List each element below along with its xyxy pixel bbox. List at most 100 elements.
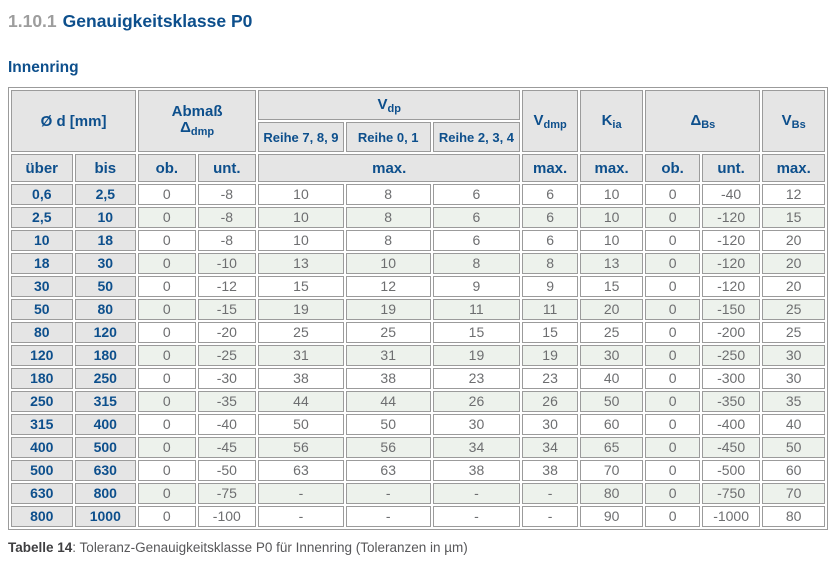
value-cell: 8	[345, 184, 431, 205]
caption-label: Tabelle 14	[8, 540, 73, 555]
diameter-cell: 10	[11, 230, 73, 251]
value-cell: 80	[762, 506, 825, 527]
value-cell: 0	[138, 391, 196, 412]
diameter-cell: 30	[74, 253, 137, 274]
caption-text: : Toleranz-Genauigkeitsklasse P0 für Inn…	[72, 540, 468, 555]
header-dbs-unt: unt.	[701, 154, 761, 182]
value-cell: -250	[701, 345, 761, 366]
diameter-cell: 500	[11, 460, 73, 481]
value-cell: 38	[345, 368, 431, 389]
value-cell: -25	[197, 345, 257, 366]
value-cell: 0	[138, 207, 196, 228]
diameter-cell: 500	[74, 437, 137, 458]
value-cell: 25	[579, 322, 644, 343]
diameter-cell: 120	[11, 345, 73, 366]
table-row: 120 180 0 -25 31 31 19 19 30 0 -250 30	[11, 345, 825, 366]
value-cell: 34	[432, 437, 521, 458]
value-cell: 0	[645, 184, 700, 205]
page-title: 1.10.1 Genauigkeitsklasse P0	[8, 10, 828, 32]
table-row: 500 630 0 -50 63 63 38 38 70 0 -500 60	[11, 460, 825, 481]
value-cell: 50	[762, 437, 825, 458]
diameter-cell: 250	[11, 391, 73, 412]
value-cell: 0	[138, 460, 196, 481]
value-cell: -	[522, 483, 578, 504]
value-cell: -120	[701, 253, 761, 274]
table-row: 18 30 0 -10 13 10 8 8 13 0 -120 20	[11, 253, 825, 274]
value-cell: -8	[197, 230, 257, 251]
diameter-cell: 180	[74, 345, 137, 366]
value-cell: 0	[138, 368, 196, 389]
header-delta-bs: ΔBs	[645, 90, 761, 152]
diameter-cell: 50	[74, 276, 137, 297]
table-row: 800 1000 0 -100- - - -90 0 -1000 80	[11, 506, 825, 527]
diameter-cell: 630	[11, 483, 73, 504]
diameter-cell: 50	[11, 299, 73, 320]
value-cell: -75	[197, 483, 257, 504]
diameter-cell: 400	[74, 414, 137, 435]
table-row: 30 50 0 -12 15 12 9 9 15 0 -120 20	[11, 276, 825, 297]
value-cell: 9	[432, 276, 521, 297]
table-row: 180 250 0 -30 38 38 23 23 40 0 -300 30	[11, 368, 825, 389]
value-cell: 15	[522, 322, 578, 343]
value-cell: 6	[522, 207, 578, 228]
header-vbs: VBs	[762, 90, 825, 152]
value-cell: 0	[645, 299, 700, 320]
value-cell: 11	[522, 299, 578, 320]
table-row: 0,6 2,5 0 -8 10 8 6 6 10 0 -40 12	[11, 184, 825, 205]
diameter-cell: 315	[11, 414, 73, 435]
diameter-cell: 120	[74, 322, 137, 343]
value-cell: 25	[762, 299, 825, 320]
value-cell: 70	[579, 460, 644, 481]
header-ueber: über	[11, 154, 73, 182]
value-cell: 65	[579, 437, 644, 458]
value-cell: -120	[701, 230, 761, 251]
value-cell: 50	[258, 414, 344, 435]
value-cell: 10	[579, 230, 644, 251]
value-cell: 38	[258, 368, 344, 389]
value-cell: 20	[762, 276, 825, 297]
diameter-cell: 630	[74, 460, 137, 481]
diameter-cell: 80	[74, 299, 137, 320]
diameter-cell: 18	[11, 253, 73, 274]
value-cell: -10	[197, 253, 257, 274]
value-cell: 30	[579, 345, 644, 366]
value-cell: -	[345, 483, 431, 504]
value-cell: -	[432, 506, 521, 527]
value-cell: 30	[522, 414, 578, 435]
value-cell: -150	[701, 299, 761, 320]
value-cell: 13	[258, 253, 344, 274]
table-row: 315 400 0 -40 50 50 30 30 60 0 -400 40	[11, 414, 825, 435]
value-cell: -750	[701, 483, 761, 504]
value-cell: 6	[432, 230, 521, 251]
value-cell: 0	[138, 345, 196, 366]
value-cell: 0	[138, 322, 196, 343]
value-cell: 38	[432, 460, 521, 481]
value-cell: 0	[138, 506, 196, 527]
value-cell: -	[345, 506, 431, 527]
value-cell: 0	[645, 345, 700, 366]
value-cell: 30	[762, 368, 825, 389]
value-cell: 20	[762, 230, 825, 251]
value-cell: -8	[197, 207, 257, 228]
diameter-cell: 2,5	[74, 184, 137, 205]
table-body: 0,6 2,5 0 -8 10 8 6 6 10 0 -40 12 2,5 10 0 -8 10 8 6 6 10 0 -1…	[11, 184, 825, 527]
diameter-cell: 2,5	[11, 207, 73, 228]
value-cell: -30	[197, 368, 257, 389]
value-cell: 31	[258, 345, 344, 366]
value-cell: 19	[258, 299, 344, 320]
value-cell: -200	[701, 322, 761, 343]
value-cell: -400	[701, 414, 761, 435]
value-cell: 20	[762, 253, 825, 274]
abmass-label: Abmaß	[171, 102, 223, 120]
value-cell: 10	[579, 184, 644, 205]
value-cell: -100	[197, 506, 257, 527]
value-cell: 30	[432, 414, 521, 435]
value-cell: 26	[522, 391, 578, 412]
table-caption: Tabelle 14: Toleranz-Genauigkeitsklasse …	[8, 539, 828, 556]
value-cell: -40	[197, 414, 257, 435]
value-cell: 44	[258, 391, 344, 412]
table-row: 50 80 0 -15 19 19 11 11 20 0 -150 25	[11, 299, 825, 320]
value-cell: 0	[645, 230, 700, 251]
diameter-cell: 250	[74, 368, 137, 389]
value-cell: 11	[432, 299, 521, 320]
